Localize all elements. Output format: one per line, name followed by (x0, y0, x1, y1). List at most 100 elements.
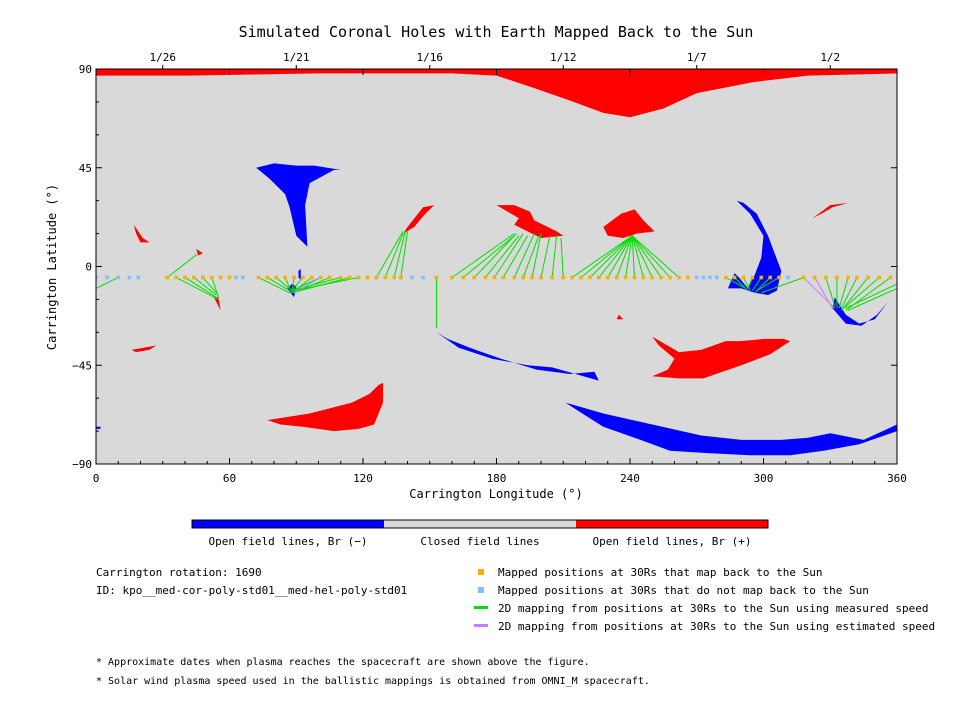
mapping-line-measured-41 (598, 235, 633, 278)
date-tick-label-0: 1/26 (150, 51, 177, 64)
position-mapped-75 (824, 275, 828, 280)
legend-swatch-unmapped (478, 587, 484, 593)
plot-area (96, 69, 897, 464)
mapping-line-estimated-20 (293, 277, 321, 294)
position-mapped-5 (165, 275, 169, 280)
position-mapped-34 (434, 275, 439, 280)
legend-label-estimated: 2D mapping from positions at 30Rs to the… (498, 620, 936, 633)
mapping-line-measured-23 (393, 231, 406, 278)
colorbar-segment-2 (576, 520, 768, 528)
date-tick-label-1: 1/21 (283, 51, 310, 64)
mapping-line-measured-52 (734, 277, 749, 291)
position-unmapped-14 (241, 275, 245, 280)
colorbar-segment-1 (384, 520, 576, 528)
y-axis-label: Carrington Latitude (°) (45, 184, 59, 350)
position-mapped-60 (686, 275, 690, 280)
position-mapped-77 (846, 275, 850, 280)
position-mapped-57 (659, 275, 663, 280)
legend-swatch-estimated (474, 624, 488, 627)
coronal-hole-negative-19 (96, 426, 101, 429)
position-mapped-27 (365, 275, 370, 280)
legend-swatch-measured (474, 606, 488, 609)
position-unmapped-4 (136, 275, 141, 280)
coronal-hole-positive-6 (812, 202, 848, 219)
mapping-line-measured-31 (502, 235, 529, 278)
position-mapped-51 (605, 275, 610, 280)
date-tick-label-5: 1/2 (820, 51, 840, 64)
position-mapped-11 (218, 275, 223, 280)
position-mapped-53 (623, 275, 628, 280)
y-tick-label-1: 45 (79, 162, 92, 175)
position-mapped-30 (392, 275, 396, 280)
position-mapped-9 (201, 275, 205, 280)
coronal-hole-negative-5 (727, 200, 782, 295)
mapping-line-measured-17 (291, 276, 341, 292)
x-tick-label-6: 360 (887, 472, 907, 485)
mapping-line-measured-9 (267, 277, 290, 292)
y-tick-label-0: 90 (79, 63, 92, 76)
position-mapped-54 (632, 275, 637, 280)
mapping-line-measured-3 (175, 277, 219, 300)
mapping-line-estimated-60 (814, 277, 833, 309)
position-unmapped-1 (105, 275, 109, 280)
position-mapped-40 (501, 275, 505, 280)
position-mapped-46 (561, 275, 566, 280)
mapping-line-measured-10 (275, 277, 293, 292)
position-mapped-55 (641, 275, 646, 280)
mapping-line-measured-26 (451, 233, 515, 278)
y-tick-label-4: −90 (72, 458, 92, 471)
mapping-line-measured-65 (840, 277, 869, 311)
coronal-hole-positive-2 (403, 205, 435, 234)
position-mapped-15 (256, 275, 261, 280)
position-unmapped-64 (714, 275, 719, 280)
position-mapped-44 (539, 275, 543, 280)
position-mapped-36 (461, 275, 465, 280)
mapping-line-measured-43 (616, 235, 633, 278)
coronal-hole-negative-17 (436, 332, 599, 381)
mapping-line-measured-36 (551, 235, 558, 278)
coronal-hole-positive-8 (133, 224, 150, 243)
x-axis-label: Carrington Longitude (°) (409, 487, 582, 501)
position-mapped-24 (338, 275, 343, 280)
coronal-hole-positive-4 (603, 209, 655, 238)
position-mapped-67 (741, 275, 746, 280)
position-mapped-49 (588, 275, 592, 280)
position-unmapped-13 (234, 275, 238, 280)
mapping-line-measured-33 (522, 235, 540, 278)
coronal-hole-positive-13 (131, 345, 157, 353)
mapping-line-measured-54 (747, 277, 753, 289)
date-tick-label-4: 1/7 (687, 51, 707, 64)
mapping-line-measured-34 (531, 233, 542, 278)
mapping-line-measured-32 (513, 233, 535, 278)
position-mapped-7 (183, 275, 187, 280)
mapping-line-measured-4 (184, 277, 217, 298)
mapping-line-measured-37 (560, 237, 564, 278)
position-mapped-68 (750, 275, 755, 280)
position-mapped-73 (801, 275, 806, 280)
mapping-line-measured-8 (258, 277, 290, 294)
colorbar-label-1: Closed field lines (420, 535, 539, 548)
mapping-line-measured-0 (96, 277, 97, 279)
mapping-line-measured-38 (571, 235, 633, 278)
position-mapped-80 (877, 275, 881, 280)
position-mapped-43 (530, 275, 534, 280)
position-mapped-29 (383, 275, 388, 280)
mapping-line-measured-5 (193, 277, 217, 296)
coronal-hole-positive-0 (96, 69, 897, 118)
position-mapped-59 (677, 275, 681, 280)
mapping-line-measured-2 (166, 252, 199, 278)
mapping-line-measured-55 (751, 277, 762, 291)
colorbar-label-0: Open field lines, Br (−) (209, 535, 368, 548)
position-mapped-21 (310, 275, 314, 280)
coronal-hole-positive-14 (616, 314, 624, 320)
position-mapped-28 (374, 275, 379, 280)
position-mapped-47 (570, 275, 574, 280)
coronal-hole-positive-15 (652, 336, 791, 379)
position-mapped-74 (812, 275, 817, 280)
y-tick-label-2: 0 (85, 261, 92, 274)
legend-label-mapped: Mapped positions at 30Rs that map back t… (498, 566, 823, 579)
mapping-line-measured-42 (607, 235, 633, 278)
x-tick-label-5: 300 (754, 472, 774, 485)
colorbar-frame (191, 519, 769, 529)
mapping-line-measured-27 (462, 235, 515, 278)
